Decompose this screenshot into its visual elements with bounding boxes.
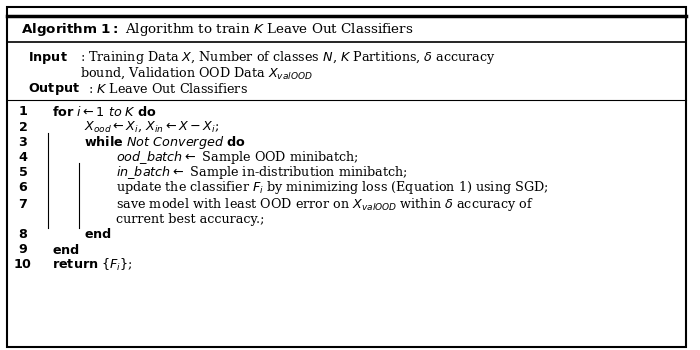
Text: $\mathbf{4}$: $\mathbf{4}$: [18, 150, 28, 164]
Text: : Training Data $X$, Number of classes $N$, $K$ Partitions, $\delta$ accuracy: : Training Data $X$, Number of classes $…: [80, 49, 496, 66]
Text: $\mathbf{for}$ $i \leftarrow 1$ $\mathit{to}$ $K$ $\mathbf{do}$: $\mathbf{for}$ $i \leftarrow 1$ $\mathit…: [52, 105, 157, 119]
Text: $\mathbf{end}$: $\mathbf{end}$: [84, 228, 112, 241]
Text: $\mathbf{8}$: $\mathbf{8}$: [18, 228, 27, 241]
Text: current best accuracy.;: current best accuracy.;: [116, 213, 264, 226]
Text: $\mathbf{3}$: $\mathbf{3}$: [18, 135, 27, 149]
Text: $\mathbf{while}$ $\mathit{Not\ Converged}$ $\mathbf{do}$: $\mathbf{while}$ $\mathit{Not\ Converged…: [84, 134, 246, 150]
Text: bound, Validation OOD Data $X_{\mathit{valOOD}}$: bound, Validation OOD Data $X_{\mathit{v…: [80, 66, 313, 81]
Text: $\mathbf{1}$: $\mathbf{1}$: [18, 105, 27, 119]
Text: $\mathbf{5}$: $\mathbf{5}$: [18, 166, 27, 179]
Text: $\mathbf{9}$: $\mathbf{9}$: [18, 243, 27, 256]
Text: $\mathbf{6}$: $\mathbf{6}$: [18, 181, 27, 194]
Text: $\mathit{ood\_batch} \leftarrow$ Sample OOD minibatch;: $\mathit{ood\_batch} \leftarrow$ Sample …: [116, 149, 358, 166]
Text: $\mathbf{2}$: $\mathbf{2}$: [18, 120, 27, 134]
Text: $\mathbf{end}$: $\mathbf{end}$: [52, 243, 80, 257]
Text: $\mathbf{10}$: $\mathbf{10}$: [13, 258, 32, 271]
Text: $\mathit{in\_batch} \leftarrow$ Sample in-distribution minibatch;: $\mathit{in\_batch} \leftarrow$ Sample i…: [116, 164, 407, 181]
Text: update the classifier $F_i$ by minimizing loss (Equation 1) using SGD;: update the classifier $F_i$ by minimizin…: [116, 179, 548, 196]
Text: $\mathbf{7}$: $\mathbf{7}$: [18, 198, 27, 211]
Text: $X_{\mathit{ood}} \leftarrow X_i$, $X_{\mathit{in}} \leftarrow X - X_i$;: $X_{\mathit{ood}} \leftarrow X_i$, $X_{\…: [84, 120, 219, 134]
Text: $\mathbf{return}$ $\{F_i\}$;: $\mathbf{return}$ $\{F_i\}$;: [52, 257, 134, 273]
FancyBboxPatch shape: [7, 7, 686, 346]
Text: $\mathbf{Algorithm\ 1:}$ Algorithm to train $K$ Leave Out Classifiers: $\mathbf{Algorithm\ 1:}$ Algorithm to tr…: [21, 21, 414, 38]
Text: $\mathbf{Input}$: $\mathbf{Input}$: [28, 50, 68, 66]
Text: : $K$ Leave Out Classifiers: : $K$ Leave Out Classifiers: [88, 82, 247, 96]
Text: $\mathbf{Output}$: $\mathbf{Output}$: [28, 81, 80, 97]
Text: save model with least OOD error on $X_{\mathit{valOOD}}$ within $\delta$ accurac: save model with least OOD error on $X_{\…: [116, 196, 533, 213]
